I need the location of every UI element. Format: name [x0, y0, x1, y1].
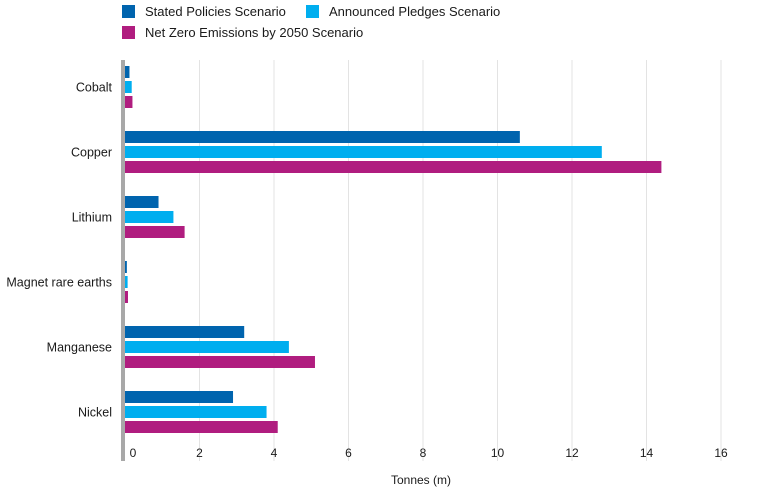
bar [125, 81, 132, 93]
category-label: Lithium [72, 211, 112, 225]
bar [125, 161, 662, 173]
legend-item-net-zero: Net Zero Emissions by 2050 Scenario [122, 25, 363, 40]
legend-swatch-net-zero [122, 26, 135, 39]
x-tick-label: 14 [640, 446, 654, 460]
bar [125, 391, 234, 403]
legend-label-net-zero: Net Zero Emissions by 2050 Scenario [145, 25, 364, 40]
category-labels: Cobalt Copper Lithium Magnet rare earths Man… [6, 81, 112, 420]
x-tick-label: 0 [130, 446, 137, 460]
bar [125, 131, 520, 143]
legend-swatch-announced-pledges [306, 5, 319, 18]
bar [125, 341, 289, 353]
x-tick-label: 4 [271, 446, 278, 460]
bar [125, 211, 174, 223]
bar [125, 326, 245, 338]
x-tick-label: 12 [565, 446, 579, 460]
legend-swatch-stated-policies [122, 5, 135, 18]
bar [125, 421, 278, 433]
category-label: Cobalt [76, 81, 113, 95]
gridlines [199, 60, 722, 461]
x-axis-label: Tonnes (m) [391, 473, 451, 487]
bar [125, 291, 128, 303]
bar [125, 226, 185, 238]
bar [125, 356, 315, 368]
x-tick-label: 16 [714, 446, 728, 460]
x-tick-labels: 0 2 4 6 8 10 12 14 16 [130, 446, 728, 460]
category-label: Manganese [47, 341, 112, 355]
category-label: Nickel [78, 406, 112, 420]
legend-label-stated-policies: Stated Policies Scenario [145, 4, 286, 19]
bar [125, 276, 128, 288]
legend-item-stated-policies: Stated Policies Scenario [122, 4, 286, 19]
x-tick-label: 8 [420, 446, 427, 460]
legend: Stated Policies Scenario Announced Pledg… [118, 2, 758, 46]
bar [125, 66, 130, 78]
bars [125, 66, 662, 433]
y-axis-line [121, 60, 125, 461]
x-tick-label: 10 [491, 446, 505, 460]
category-label: Copper [71, 146, 112, 160]
bar [125, 146, 602, 158]
x-tick-label: 2 [196, 446, 203, 460]
legend-item-announced-pledges: Announced Pledges Scenario [306, 4, 500, 19]
x-tick-label: 6 [345, 446, 352, 460]
bar [125, 96, 133, 108]
legend-label-announced-pledges: Announced Pledges Scenario [329, 4, 501, 19]
bar [125, 261, 127, 273]
bar [125, 196, 159, 208]
category-label: Magnet rare earths [6, 276, 112, 290]
bar [125, 406, 267, 418]
